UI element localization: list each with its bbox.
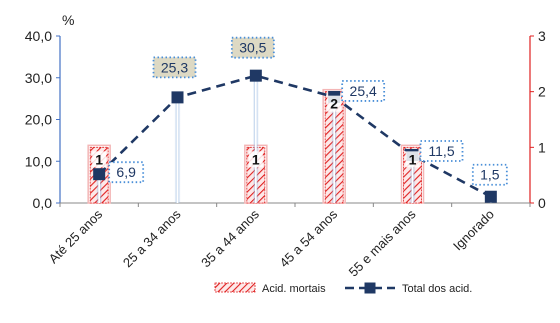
legend-label-line: Total dos acid. — [402, 283, 472, 295]
bar-label-bg — [327, 95, 342, 112]
right-tick-label: 1 — [538, 139, 546, 155]
right-tick-label: 3 — [538, 28, 546, 44]
right-tick-label: 2 — [538, 84, 546, 100]
line-label-box — [108, 161, 145, 184]
line-label-box — [152, 56, 197, 79]
left-tick-label: 30,0 — [25, 70, 52, 86]
line-point — [484, 190, 497, 203]
line-label: 25,3 — [161, 59, 188, 75]
right-axis-ticks: 0 1 2 3 — [530, 28, 546, 211]
left-tick-label: 0,0 — [33, 195, 53, 211]
line-label-box — [419, 140, 464, 162]
bar-label-bg — [248, 151, 263, 168]
legend-swatch-marker — [364, 282, 376, 294]
line-label-box — [341, 80, 386, 102]
right-tick-label: 0 — [538, 195, 546, 211]
line-point — [249, 69, 262, 82]
line-series — [93, 69, 497, 203]
legend-label-bars: Acid. mortais — [262, 283, 326, 295]
bar-label: 1 — [409, 151, 417, 167]
line-label: 1,5 — [480, 167, 500, 183]
line-point — [171, 91, 184, 104]
bar-label: 2 — [330, 96, 338, 112]
x-category-label: 35 a 44 anos — [198, 206, 262, 270]
bar-label-bg — [92, 151, 107, 168]
line-point — [93, 168, 106, 181]
line-label-box — [230, 36, 275, 59]
x-category-label: 45 a 54 anos — [277, 206, 341, 270]
line-label-box — [471, 163, 508, 186]
bar-label: 1 — [252, 151, 260, 167]
data-labels: 1 1 2 1 6,9 25,3 30,5 25,4 11,5 1,5 — [92, 36, 508, 186]
x-category-label: 25 a 34 anos — [120, 206, 184, 270]
bar-label-bg — [405, 151, 420, 168]
line-label: 6,9 — [116, 164, 136, 180]
legend: Acid. mortais Total dos acid. — [214, 282, 472, 295]
bar-label: 1 — [95, 151, 103, 167]
legend-swatch-bars — [214, 282, 256, 293]
x-category-label: Até 25 anos — [46, 206, 106, 266]
line-label: 11,5 — [428, 143, 454, 159]
left-axis-unit: % — [62, 12, 74, 28]
left-tick-label: 20,0 — [25, 112, 52, 128]
drop-lines — [96, 75, 494, 203]
x-axis-ticks: Até 25 anos 25 a 34 anos 35 a 44 anos 45 a … — [46, 203, 531, 279]
left-tick-label: 40,0 — [25, 28, 52, 44]
x-category-label: Ignorado — [450, 207, 497, 254]
left-tick-label: 10,0 — [25, 153, 52, 169]
line-label: 25,4 — [350, 83, 377, 99]
line-label: 30,5 — [239, 40, 266, 56]
x-category-label: 55 e mais anos — [346, 206, 419, 279]
series-line — [98, 74, 492, 198]
left-axis-ticks: 0,0 10,0 20,0 30,0 40,0 — [25, 28, 60, 211]
